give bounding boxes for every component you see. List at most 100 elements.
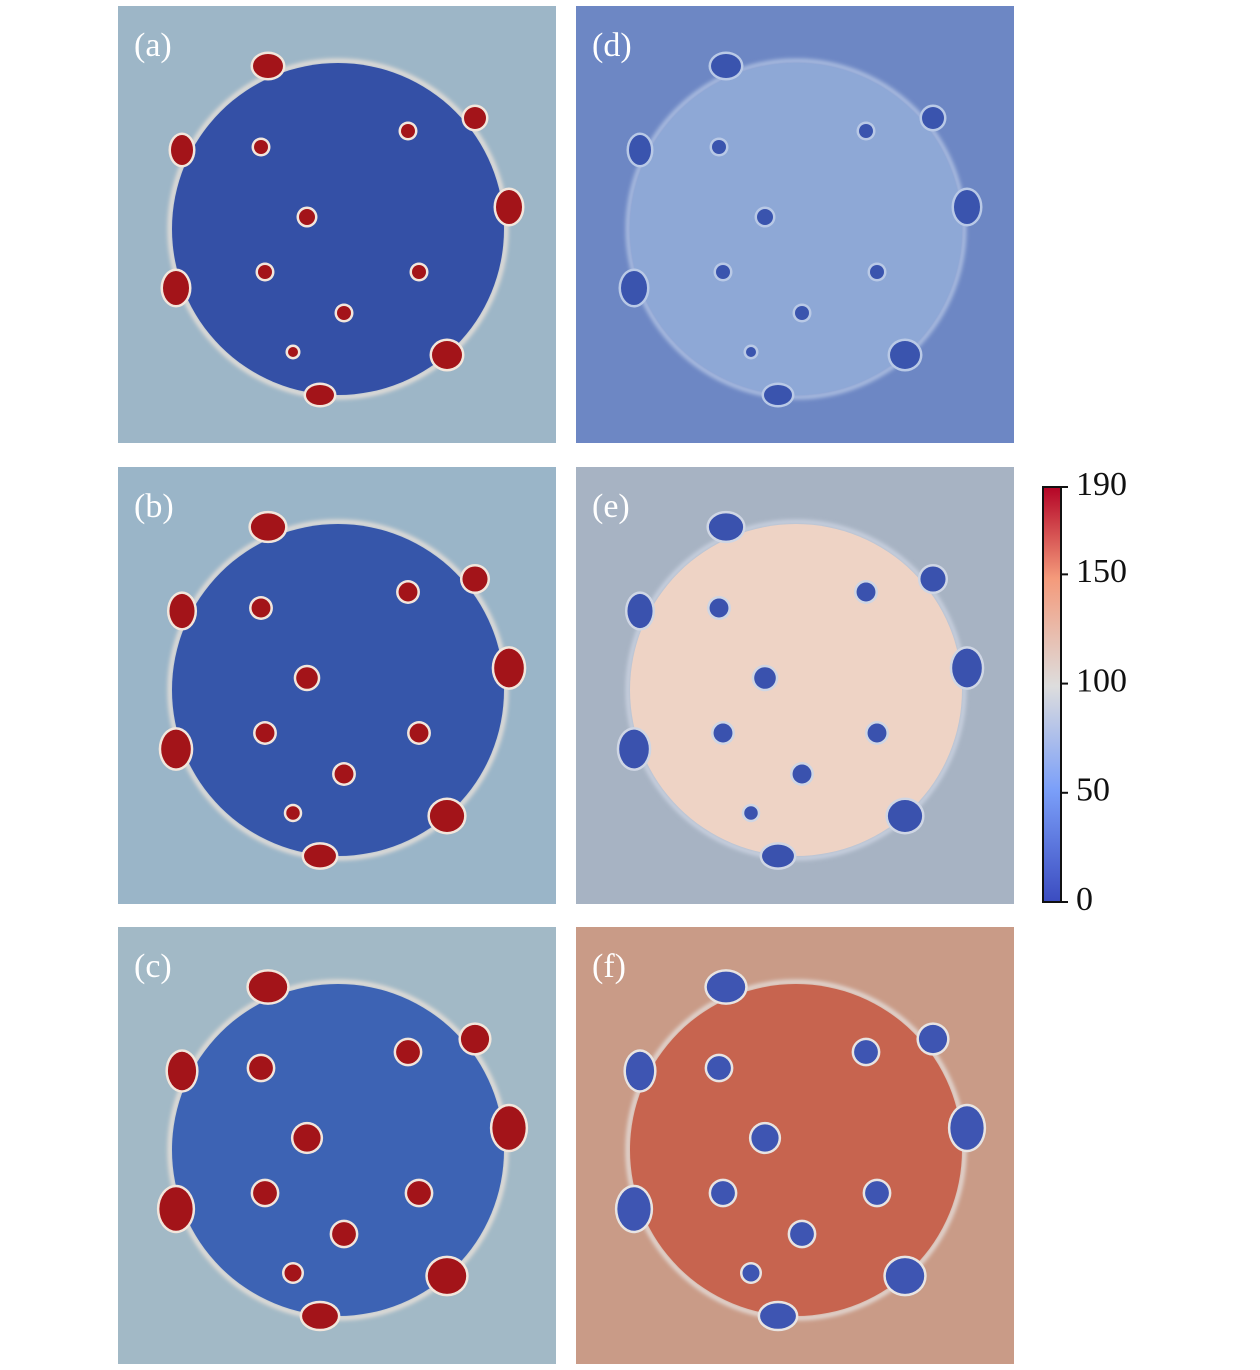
- boundary-inclusion: [464, 107, 486, 129]
- inclusion: [249, 1056, 273, 1080]
- boundary-inclusion: [617, 1187, 651, 1231]
- boundary-inclusion: [494, 648, 524, 688]
- panel: (c): [118, 927, 556, 1364]
- boundary-inclusion: [171, 135, 193, 165]
- inclusion: [255, 723, 275, 743]
- boundary-inclusion: [952, 648, 982, 688]
- boundary-inclusion: [492, 1106, 526, 1150]
- boundary-inclusion: [887, 800, 923, 832]
- colorbar-tick-label: 150: [1076, 553, 1127, 590]
- colorbar-tick-label: 50: [1076, 772, 1110, 809]
- boundary-inclusion: [621, 271, 647, 305]
- inclusion: [407, 1181, 431, 1205]
- boundary-inclusion: [306, 385, 334, 405]
- inclusion: [293, 1124, 321, 1152]
- boundary-inclusion: [159, 1187, 193, 1231]
- boundary-inclusion: [427, 1258, 467, 1294]
- inclusion: [711, 1181, 735, 1205]
- inclusion: [707, 1056, 731, 1080]
- boundary-inclusion: [248, 971, 288, 1003]
- boundary-inclusion: [764, 385, 792, 405]
- inclusion: [754, 667, 776, 689]
- boundary-inclusion: [169, 593, 195, 629]
- inclusion: [409, 723, 429, 743]
- inclusion: [854, 1040, 878, 1064]
- inclusion: [712, 140, 726, 154]
- boundary-inclusion: [302, 1303, 338, 1329]
- boundary-inclusion: [462, 566, 488, 592]
- boundary-inclusion: [922, 107, 944, 129]
- inclusion: [258, 265, 272, 279]
- boundary-inclusion: [885, 1258, 925, 1294]
- boundary-inclusion: [950, 1106, 984, 1150]
- boundary-inclusion: [629, 135, 651, 165]
- panel: (a): [118, 6, 556, 443]
- boundary-inclusion: [706, 971, 746, 1003]
- inclusion: [870, 265, 884, 279]
- panel: (e): [576, 467, 1014, 904]
- panel: (f): [576, 927, 1014, 1364]
- inclusion: [254, 140, 268, 154]
- boundary-inclusion: [920, 566, 946, 592]
- inclusion: [398, 582, 418, 602]
- inclusion: [790, 1222, 814, 1246]
- boundary-inclusion: [918, 1024, 948, 1054]
- panel-label: (f): [592, 948, 626, 985]
- inclusion: [286, 806, 300, 820]
- panel-label: (b): [134, 488, 174, 525]
- boundary-inclusion: [708, 513, 744, 541]
- panel-label: (c): [134, 948, 172, 985]
- inclusion: [284, 1264, 302, 1282]
- inclusion: [396, 1040, 420, 1064]
- boundary-inclusion: [890, 341, 920, 369]
- inclusion: [334, 764, 354, 784]
- inclusion: [401, 124, 415, 138]
- boundary-inclusion: [627, 593, 653, 629]
- colorbar: [1042, 486, 1062, 903]
- inclusion: [742, 1264, 760, 1282]
- colorbar-tick-label: 190: [1076, 466, 1127, 503]
- boundary-inclusion: [954, 190, 980, 224]
- inclusion: [744, 806, 758, 820]
- boundary-inclusion: [161, 729, 191, 769]
- inclusion: [251, 598, 271, 618]
- panel-label: (d): [592, 27, 632, 64]
- inclusion: [713, 723, 733, 743]
- colorbar-tick-label: 100: [1076, 662, 1127, 699]
- domain-rim: [168, 59, 508, 399]
- boundary-inclusion: [167, 1051, 197, 1091]
- inclusion: [865, 1181, 889, 1205]
- inclusion: [299, 209, 315, 225]
- inclusion: [792, 764, 812, 784]
- inclusion: [746, 347, 756, 357]
- inclusion: [709, 598, 729, 618]
- domain-rim: [626, 59, 966, 399]
- inclusion: [856, 582, 876, 602]
- boundary-inclusion: [253, 54, 283, 78]
- inclusion: [751, 1124, 779, 1152]
- inclusion: [412, 265, 426, 279]
- inclusion: [795, 306, 809, 320]
- inclusion: [253, 1181, 277, 1205]
- inclusion: [716, 265, 730, 279]
- boundary-inclusion: [460, 1024, 490, 1054]
- boundary-inclusion: [250, 513, 286, 541]
- inclusion: [867, 723, 887, 743]
- boundary-inclusion: [762, 844, 794, 868]
- panel-label: (a): [134, 27, 172, 64]
- inclusion: [859, 124, 873, 138]
- boundary-inclusion: [304, 844, 336, 868]
- inclusion: [757, 209, 773, 225]
- boundary-inclusion: [496, 190, 522, 224]
- panel: (b): [118, 467, 556, 904]
- inclusion: [332, 1222, 356, 1246]
- boundary-inclusion: [432, 341, 462, 369]
- colorbar-tick-label: 0: [1076, 881, 1093, 918]
- boundary-inclusion: [429, 800, 465, 832]
- boundary-inclusion: [711, 54, 741, 78]
- inclusion: [296, 667, 318, 689]
- boundary-inclusion: [625, 1051, 655, 1091]
- inclusion: [288, 347, 298, 357]
- panel: (d): [576, 6, 1014, 443]
